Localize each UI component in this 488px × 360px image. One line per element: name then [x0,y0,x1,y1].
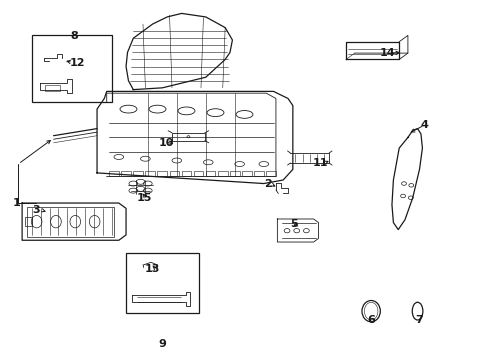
Bar [133,171,142,176]
Bar [229,171,239,176]
Text: 2: 2 [264,179,271,189]
Bar [126,253,198,313]
Bar [254,171,264,176]
Bar [218,171,227,176]
Text: 14: 14 [379,48,394,58]
Text: 1: 1 [12,198,20,208]
Bar [181,171,191,176]
Bar [109,171,119,176]
Bar [32,35,111,102]
Bar [145,171,155,176]
Bar [24,217,32,226]
Text: 12: 12 [70,58,85,68]
Text: 7: 7 [415,315,423,325]
Text: 15: 15 [136,193,151,203]
Bar [169,171,179,176]
Bar [45,85,60,91]
Bar [121,171,131,176]
Text: 8: 8 [70,31,78,41]
Text: 13: 13 [144,264,160,274]
Text: 9: 9 [158,339,166,349]
Text: 5: 5 [289,219,297,229]
Text: 11: 11 [312,158,328,168]
Text: 3: 3 [32,205,40,215]
Text: 4: 4 [420,120,427,130]
Bar [27,207,114,237]
Bar [205,171,215,176]
Bar [193,171,203,176]
Bar [157,171,167,176]
Bar [265,171,275,176]
Text: 6: 6 [366,315,374,325]
Bar [242,171,251,176]
Text: 10: 10 [158,138,174,148]
